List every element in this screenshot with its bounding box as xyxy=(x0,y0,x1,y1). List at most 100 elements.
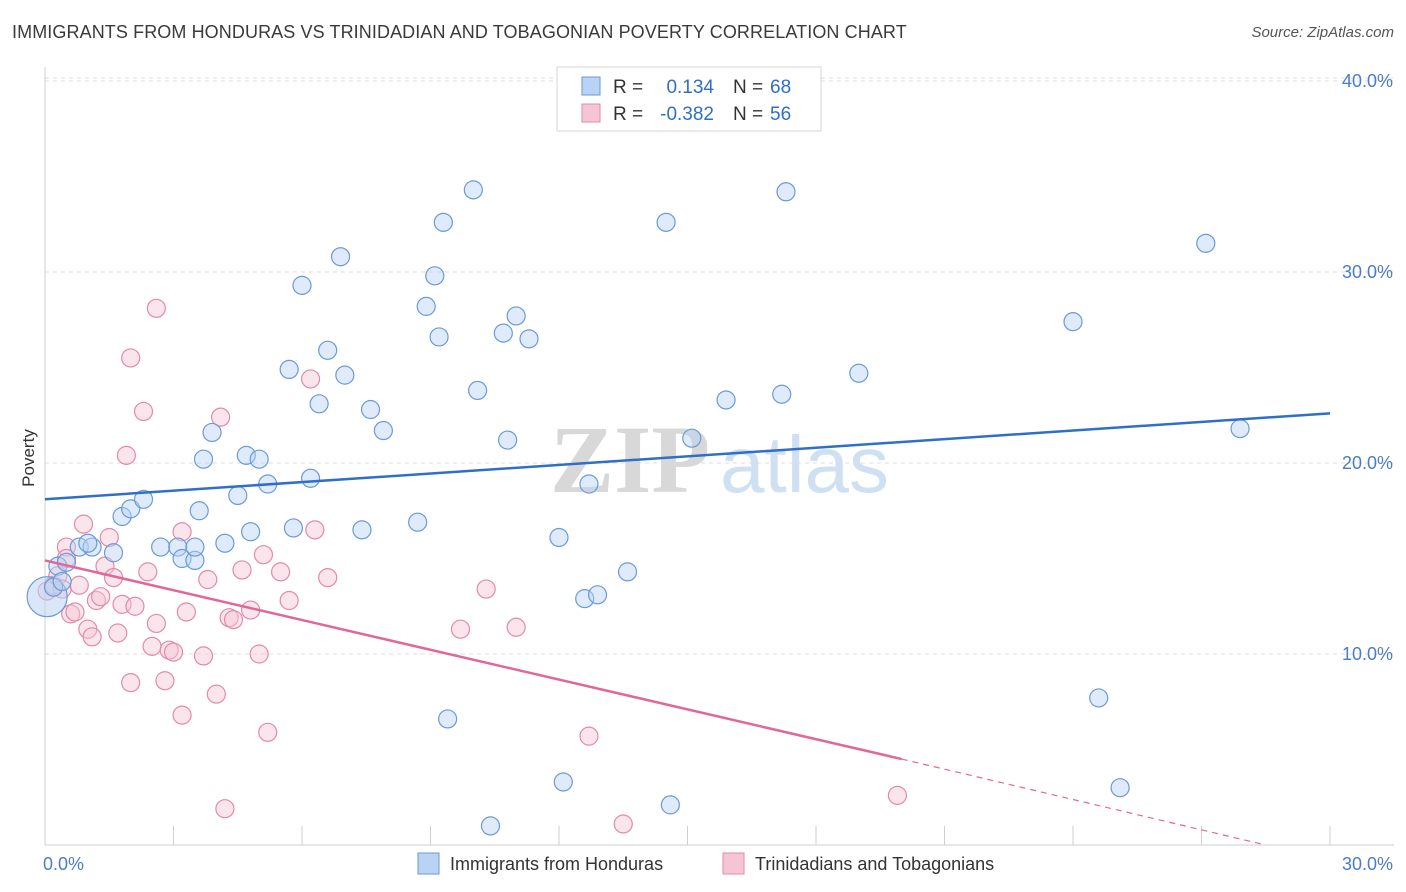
honduras-point xyxy=(228,485,248,506)
series-legend: Immigrants from Honduras Trinidadians an… xyxy=(417,852,994,875)
honduras-point xyxy=(468,380,488,401)
trinidadian-point xyxy=(198,569,218,590)
honduras-point xyxy=(463,180,483,200)
trinidadian-point xyxy=(121,348,141,368)
trinidadian-point xyxy=(146,298,166,318)
legend-r-value-1: 0.134 xyxy=(666,77,714,98)
chart-source: Source: ZipAtlas.com xyxy=(1251,24,1394,41)
trinidadian-point xyxy=(506,617,526,637)
honduras-point xyxy=(498,430,518,450)
trinidadian-point xyxy=(613,814,633,834)
trinidadian-point xyxy=(270,562,291,582)
honduras-point xyxy=(352,520,372,540)
honduras-point xyxy=(656,212,676,232)
trinidadian-point xyxy=(300,369,321,389)
watermark: ZIP atlas xyxy=(550,406,889,513)
tick-labels: 10.0% 20.0% 30.0% 40.0% 0.0% 30.0% xyxy=(43,71,1393,874)
honduras-point xyxy=(480,816,501,836)
honduras-point xyxy=(519,329,539,349)
honduras-point xyxy=(121,499,141,519)
honduras-point xyxy=(1063,312,1083,332)
trinidadian-point xyxy=(91,587,111,607)
y-tick-label: 40.0% xyxy=(1342,71,1393,91)
y-tick-label: 10.0% xyxy=(1342,644,1393,664)
honduras-trend-line xyxy=(44,412,1331,501)
trinidadian-point xyxy=(121,673,141,693)
honduras-point xyxy=(772,384,792,404)
trinidadian-point xyxy=(116,445,136,465)
legend-r-value-2: -0.382 xyxy=(660,104,714,125)
series-trinidadians-points xyxy=(37,298,907,834)
trinidadian-point xyxy=(579,726,599,746)
trinidadian-point xyxy=(138,562,158,582)
honduras-point xyxy=(506,306,526,326)
trinidadian-point xyxy=(99,527,119,548)
honduras-point xyxy=(408,512,428,532)
trinidadian-point xyxy=(142,636,162,656)
x-tick-label: 30.0% xyxy=(1342,854,1393,874)
trinidadian-point xyxy=(69,575,89,595)
honduras-point xyxy=(425,266,445,286)
honduras-point xyxy=(553,772,573,792)
trinidadian-point xyxy=(172,705,192,725)
honduras-point xyxy=(241,522,261,542)
trinidadian-point xyxy=(176,602,196,622)
trinidadian-point xyxy=(223,610,244,630)
stats-legend-box xyxy=(556,66,822,132)
honduras-point xyxy=(1089,688,1109,708)
trinidadian-point xyxy=(163,642,184,662)
honduras-point xyxy=(193,449,214,469)
trinidadian-point xyxy=(887,785,907,805)
honduras-point xyxy=(283,518,304,538)
trinidadian-point xyxy=(108,623,128,643)
trinidadian-point xyxy=(258,722,278,742)
honduras-point xyxy=(189,501,209,521)
honduras-point xyxy=(549,527,569,548)
honduras-point xyxy=(103,543,124,563)
honduras-point xyxy=(309,394,329,414)
honduras-point xyxy=(202,422,222,443)
trinidadian-point xyxy=(155,671,175,691)
trend-lines xyxy=(44,412,1331,846)
stats-legend: R = 0.134 N = 68 R = -0.382 N = 56 xyxy=(556,66,822,132)
legend-n-label-2: N = xyxy=(733,104,763,125)
trinidadian-point xyxy=(172,522,192,542)
honduras-point xyxy=(1110,778,1130,798)
axes xyxy=(44,67,1394,846)
honduras-point xyxy=(660,795,680,815)
y-axis-title: Poverty xyxy=(19,429,38,487)
honduras-point xyxy=(133,489,154,509)
trinidadian-point xyxy=(82,627,102,647)
trinidadian-point xyxy=(215,799,235,819)
honduras-point xyxy=(26,576,68,618)
trinidadian-point xyxy=(232,560,252,580)
trinidadian-point xyxy=(65,602,85,622)
honduras-point xyxy=(215,533,235,553)
series-legend-label-trinidadians: Trinidadians and Tobagonians xyxy=(755,854,994,874)
legend-n-label-1: N = xyxy=(733,77,763,98)
x-tick-label: 0.0% xyxy=(43,854,84,874)
trinidadian-trend-extension xyxy=(901,758,1266,846)
series-legend-label-honduras: Immigrants from Honduras xyxy=(450,854,663,874)
stats-legend-swatch-blue xyxy=(581,76,601,96)
trinidadian-point xyxy=(146,613,166,634)
stats-legend-swatch-pink xyxy=(581,103,601,123)
honduras-point xyxy=(617,562,638,582)
honduras-point xyxy=(493,323,513,343)
honduras-point xyxy=(1196,233,1216,253)
honduras-point xyxy=(335,365,355,385)
honduras-point xyxy=(236,445,256,465)
honduras-point xyxy=(1230,419,1250,439)
legend-r-label-1: R = xyxy=(613,77,643,98)
honduras-point xyxy=(78,533,98,553)
honduras-point xyxy=(279,359,299,380)
honduras-point xyxy=(151,537,171,557)
trinidadian-point xyxy=(125,596,145,616)
honduras-point xyxy=(185,550,205,571)
honduras-point xyxy=(292,275,312,295)
trinidadian-point xyxy=(318,567,338,588)
honduras-point xyxy=(776,182,796,202)
honduras-point xyxy=(433,212,453,232)
honduras-point xyxy=(429,327,449,347)
honduras-point xyxy=(300,468,321,488)
